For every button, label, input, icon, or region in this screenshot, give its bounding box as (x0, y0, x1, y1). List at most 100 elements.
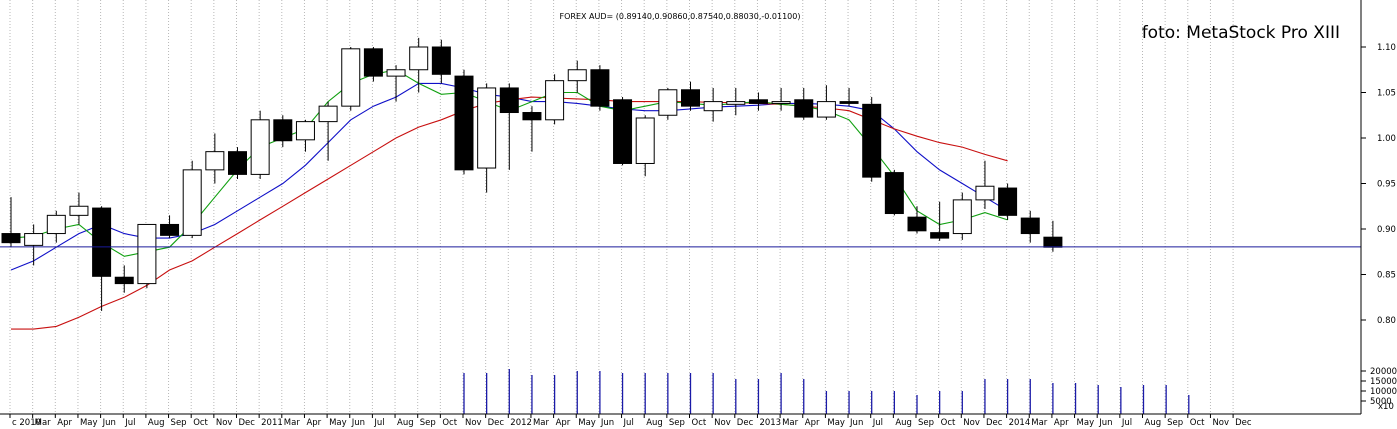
candle (1020, 210, 1040, 243)
candle-body (137, 223, 157, 285)
x-tick-label: Jul (373, 418, 384, 428)
candle-body (816, 101, 836, 118)
candle-body (431, 46, 451, 75)
candle-body (952, 199, 972, 235)
candle (182, 160, 202, 239)
candle-body (386, 69, 406, 77)
candle-body (318, 105, 338, 123)
candle (409, 37, 429, 93)
x-tick-label: Apr (805, 418, 820, 428)
candle-body (477, 87, 497, 169)
candle (726, 87, 746, 116)
x-tick-label: Nov (1212, 418, 1229, 428)
x-tick-label: Jun (1098, 418, 1112, 428)
candle (590, 65, 610, 111)
volume-tick-label: 20000 (1370, 367, 1397, 377)
x-tick-label: 2011 (261, 418, 283, 428)
x-tick-label: Mar (35, 418, 52, 428)
x-tick-label: May (578, 418, 596, 428)
y-tick-label: 0.95 (1377, 180, 1396, 190)
x-tick-label: Jun (351, 418, 365, 428)
x-tick-label: c 2010 (12, 418, 41, 428)
x-tick-label: Nov (714, 418, 731, 428)
x-tick-label: Aug (1145, 418, 1162, 428)
candle-body (590, 69, 610, 107)
candle (160, 215, 180, 239)
candle (431, 39, 451, 84)
candle (205, 133, 225, 184)
x-tick-label: Jun (849, 418, 863, 428)
candle (1, 197, 21, 248)
x-tick-label: Oct (442, 418, 457, 428)
volume-tick-label: 10000 (1370, 387, 1397, 397)
candle-body (1020, 217, 1040, 235)
x-tick-label: Dec (239, 418, 256, 428)
candle (341, 47, 361, 111)
candle (771, 87, 791, 111)
candle-body (409, 46, 429, 71)
candle-body (862, 103, 882, 178)
candle-body (522, 112, 542, 121)
x-tick-label: Dec (488, 418, 505, 428)
candle-body (748, 99, 768, 104)
x-tick-label: Jun (600, 418, 614, 428)
candle (839, 87, 859, 107)
x-tick-label: Jul (124, 418, 135, 428)
candle (930, 201, 950, 241)
candle (681, 81, 700, 111)
candle (499, 83, 519, 170)
candle (862, 97, 882, 182)
x-tick-label: Oct (692, 418, 707, 428)
x-tick-label: Jul (1121, 418, 1132, 428)
candle-body (794, 99, 814, 118)
candle (114, 265, 134, 293)
x-tick-label: Apr (1054, 418, 1069, 428)
x-tick-label: Oct (193, 418, 208, 428)
candles (1, 37, 1063, 311)
candle-body (92, 207, 112, 277)
x-tick-label: Sep (918, 418, 934, 428)
candle-body (907, 216, 927, 232)
candle-body (771, 101, 791, 104)
candle (975, 160, 995, 209)
candle (635, 115, 655, 177)
candle-body (363, 48, 383, 77)
x-tick-label: Dec (737, 418, 754, 428)
y-tick-label: 0.85 (1377, 271, 1396, 281)
x-tick-label: Oct (941, 418, 956, 428)
candle-body (160, 223, 180, 236)
candle-body (295, 121, 315, 141)
x-tick-label: 2014 (1009, 418, 1031, 428)
x-tick-label: Jul (872, 418, 883, 428)
x-tick-label: Apr (556, 418, 571, 428)
candle-body (726, 101, 746, 105)
candle-body (635, 117, 655, 164)
candle (46, 210, 66, 243)
volume-tick-label: 15000 (1370, 377, 1397, 387)
x-tick-label: Mar (1031, 418, 1048, 428)
candle-body (182, 169, 202, 236)
x-tick-label: Mar (533, 418, 550, 428)
candle (998, 183, 1018, 220)
candle (816, 85, 836, 120)
candle-body (1043, 236, 1063, 248)
candle-body (1, 233, 21, 244)
candle-body (658, 89, 678, 116)
x-tick-label: Apr (57, 418, 72, 428)
candle (952, 192, 972, 240)
y-tick-label: 0.90 (1377, 225, 1396, 235)
candle (24, 224, 44, 266)
candle-body (545, 80, 565, 121)
candle (137, 223, 157, 289)
candle-body (998, 187, 1018, 216)
x-tick-label: May (1077, 418, 1095, 428)
candle (567, 60, 587, 93)
y-tick-label: 0.80 (1377, 316, 1396, 326)
y-tick-label: 1.00 (1377, 134, 1396, 144)
candle (228, 147, 247, 179)
candle-body (273, 119, 293, 142)
candle-body (499, 87, 519, 114)
candle (69, 192, 89, 225)
